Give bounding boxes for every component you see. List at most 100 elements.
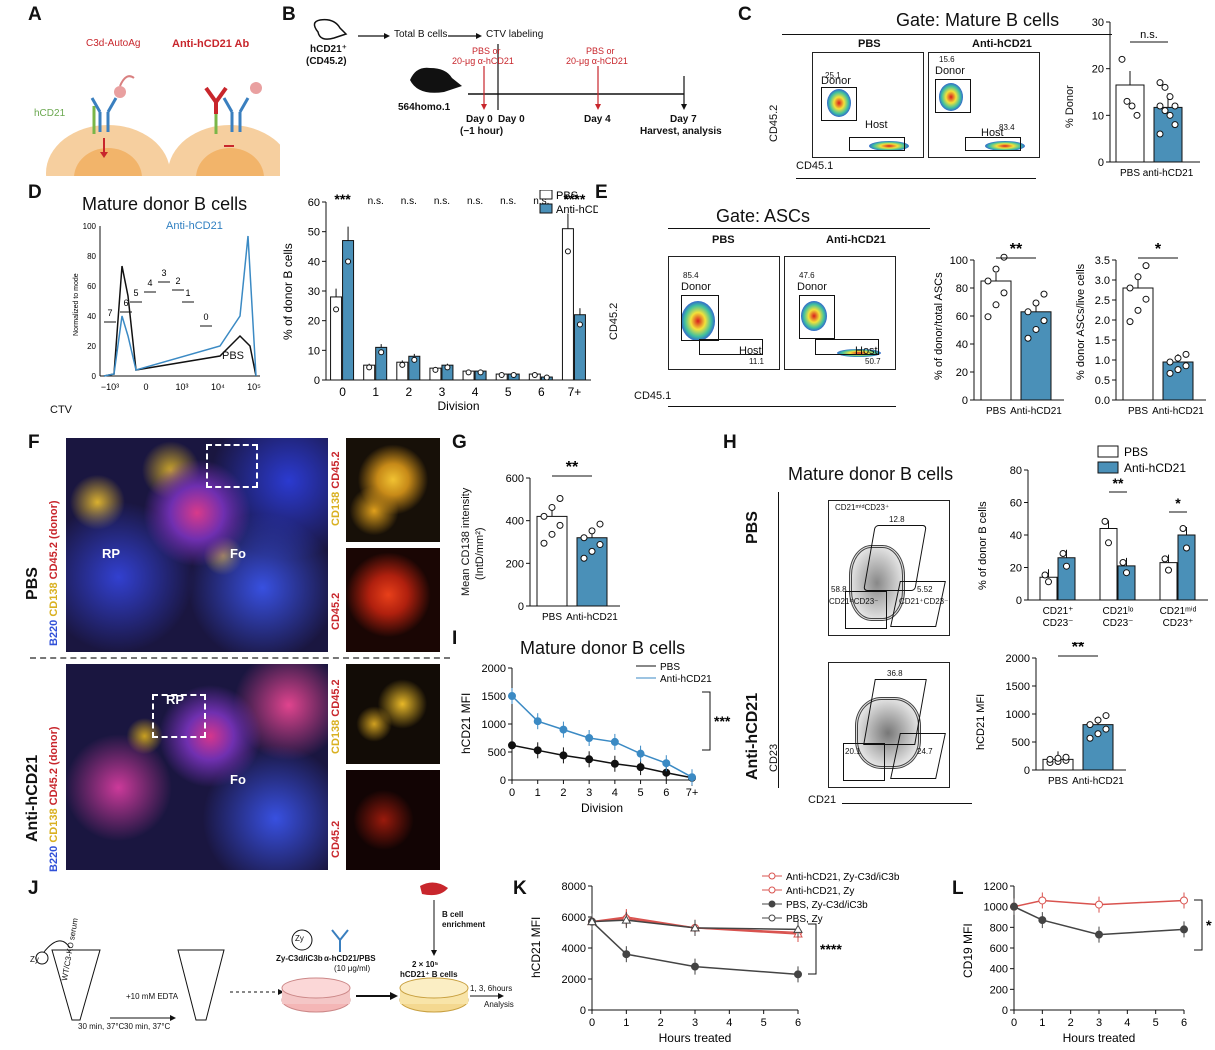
d-hist-division-label: 2 [175, 276, 180, 286]
e-bar1-point [992, 301, 1000, 309]
c-bar-point [1161, 107, 1169, 115]
k-line-ytick-label: 6000 [562, 912, 586, 924]
e-bar2-point [1182, 362, 1190, 370]
panel-g: 0 200 400 600 PBS Anti-hCD21 ** Mean CD138 int… [456, 440, 656, 630]
e-bar2-ytick-label: 1.0 [1095, 355, 1110, 367]
d-bar-chart: 0 10 20 30 40 50 60 % of donor B cells 0 *** 1 n.s.… [281, 190, 598, 413]
f-anti-stain-cd452: CD45.2 (donor) [48, 726, 60, 806]
h-bar-ytick-label: 40 [1010, 530, 1022, 542]
e-gate-title: Gate: ASCs [716, 206, 811, 226]
e-pbs-title: PBS [712, 234, 735, 246]
g-bar-point [540, 512, 548, 520]
e-bar1-point [984, 277, 992, 285]
h-bar-point [1105, 539, 1112, 547]
d-bar-sig: n.s. [500, 196, 516, 207]
d-hist-xtick-label: 10⁵ [247, 382, 261, 392]
d-bar-xtick-label: 6 [538, 385, 545, 399]
d-hist-ytick-label: 100 [83, 222, 97, 231]
e-bar2-ytick-label: 2.5 [1095, 295, 1110, 307]
d-bar-xtick-label: 3 [439, 385, 446, 399]
e-bar2-ytick-label: 3.5 [1095, 255, 1110, 267]
l-line-ytick-label: 0 [1002, 1005, 1008, 1017]
c-bar-xtick-label: PBS [1120, 168, 1140, 179]
e-bar2-point [1126, 318, 1134, 326]
e-xaxis-label: CD45.1 [634, 390, 672, 402]
d-bar-point [564, 248, 571, 255]
e-facs-pbs: 85.4 Donor Host 11.1 [668, 256, 780, 370]
c-bar-point [1156, 102, 1164, 110]
j-times: 1, 3, 6hours [470, 984, 513, 993]
f-side-cd452: CD45.2 [330, 451, 342, 489]
e-bar1-point [1000, 289, 1008, 297]
h-bar-xtick-label: CD23⁺ [1163, 618, 1194, 629]
h-mfi-point [1102, 712, 1110, 720]
l-line-xtick-label: 2 [1068, 1017, 1074, 1029]
h-mfi-ytick-label: 2000 [1006, 653, 1030, 665]
e-pbs-host-pct: 11.1 [749, 357, 764, 366]
panel-letter-c: C [738, 4, 752, 25]
f-stain-cd452: CD45.2 (donor) [48, 500, 60, 580]
j-ab-conc: (10 μg/ml) [334, 964, 371, 973]
d-xaxis-label: CTV [50, 404, 72, 416]
g-bar-point [580, 534, 588, 542]
h-row-pbs: PBS [744, 511, 761, 544]
j-zy-label: Zy-C3d/iC3b [276, 954, 323, 963]
d-bar-ytick-label: 50 [308, 227, 320, 239]
panel-letter-d: D [28, 182, 42, 203]
e-bar1-ytick-label: 0 [962, 395, 968, 407]
g-bar-xtick-label: Anti-hCD21 [566, 612, 618, 623]
i-line-sig-bracket [702, 691, 711, 751]
l-line-point [1038, 916, 1047, 925]
h-bar-point [1179, 525, 1187, 532]
h-mfi-ylabel: hCD21 MFI [975, 694, 987, 750]
e-bar2-point [1166, 358, 1174, 366]
e-anti-donor-label: Donor [797, 281, 827, 293]
g-bar-point [596, 541, 604, 549]
d-bar-legend-anti: Anti-hCD21 [556, 204, 598, 216]
i-line-xtick-label: 3 [586, 787, 592, 799]
e-bar2-ytick-label: 0.0 [1095, 395, 1110, 407]
f-anti-cd452-inset [346, 770, 440, 870]
d-bar-xtick-label: 1 [372, 385, 379, 399]
e-bar2-ylabel: % donor ASCs/live cells [1076, 263, 1087, 380]
e-bar2-point [1142, 262, 1150, 270]
e-bar1-point [1040, 317, 1048, 325]
f-pbs-image: RP Fo [66, 438, 328, 652]
f-anti-side-cd138: CD138 [330, 719, 342, 754]
l-line-sig-bracket [1194, 899, 1203, 951]
i-line-xtick-label: 0 [509, 787, 515, 799]
e-bar2-point [1174, 366, 1182, 374]
e-bar2-point [1142, 295, 1150, 303]
l-line-xtick-label: 3 [1096, 1017, 1102, 1029]
f-pbs-stain-legend: B220 CD138 CD45.2 (donor) [48, 500, 60, 646]
day7-label: Day 7 [670, 114, 697, 125]
k-line-point [587, 916, 597, 926]
f-anti-side-cd452: CD45.2 [330, 679, 342, 717]
d-hist-ytick-label: 40 [87, 312, 96, 321]
f-stain-cd138: CD138 [48, 582, 60, 617]
e-bar2-ytick-label: 3.0 [1095, 275, 1110, 287]
c-gate-line [782, 34, 1112, 35]
panel-i: Mature donor B cells 0 500 1000 1500 2000 0 1 2… [456, 634, 741, 824]
panel-letter-f: F [28, 432, 40, 453]
h-bar-legend-anti: Anti-hCD21 [1124, 461, 1186, 475]
panel-letter-g: G [452, 432, 467, 453]
day0-label: Day 0 [466, 114, 493, 125]
c-anti-host-pct: 83.4 [999, 123, 1015, 132]
f-pbs-side-label: CD138 CD45.2 [330, 451, 342, 526]
i-line-chart: 0 500 1000 1500 2000 0 1 2 3 4 5 6 7+ Division hCD21 M… [459, 662, 731, 815]
k-line-point [621, 915, 632, 924]
e-bar1-sig: ** [1010, 241, 1023, 258]
e-anti-donor-pct: 47.6 [799, 271, 815, 280]
k-line-xtick-label: 0 [589, 1017, 595, 1029]
h-bar-point [1059, 550, 1067, 558]
k-legend-entry: Anti-hCD21, Zy-C3d/iC3b [786, 872, 900, 883]
h-pbs-left-pct: 58.8 [831, 585, 847, 594]
d-hist-ytick-label: 20 [87, 342, 96, 351]
i-line-point [533, 717, 542, 726]
c-bar-point [1166, 93, 1174, 101]
d-bar-point [576, 321, 583, 328]
e-pbs-host-label: Host [739, 345, 762, 357]
h-bar-point [1041, 571, 1049, 579]
